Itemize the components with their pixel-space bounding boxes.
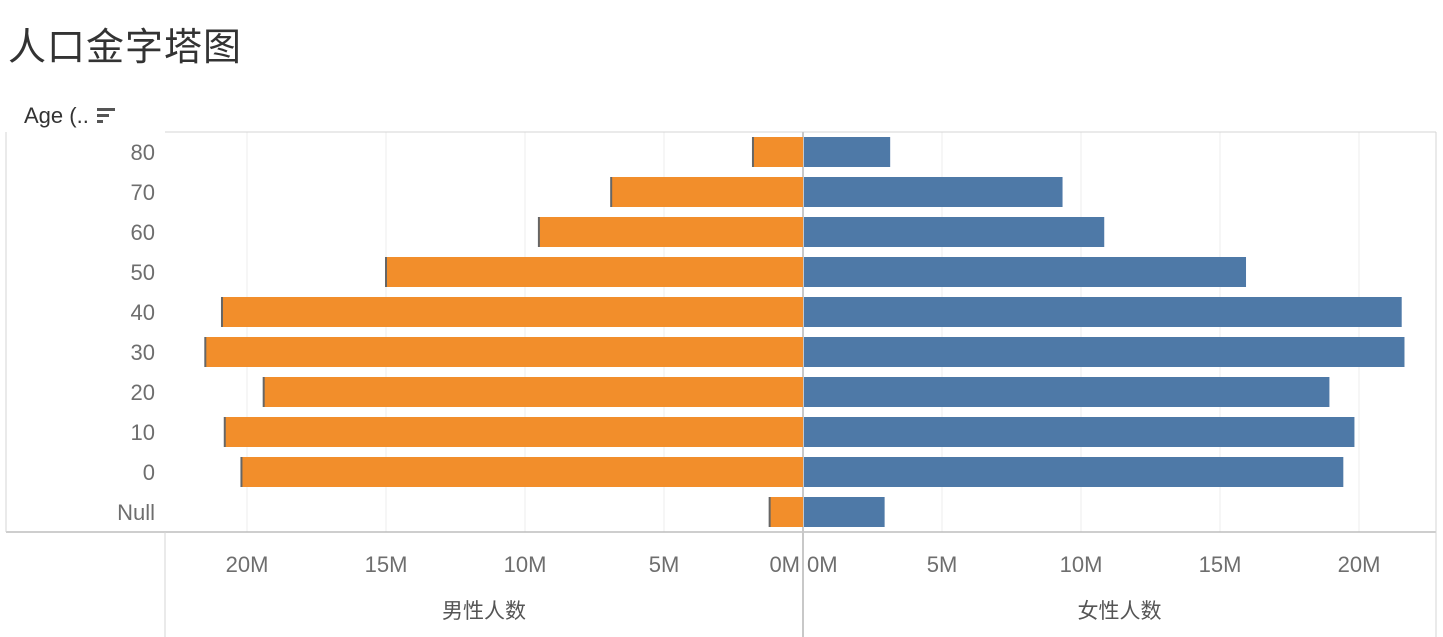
female-bar [804, 257, 1247, 287]
female-bar [804, 337, 1405, 367]
y-tick-label: 70 [131, 180, 155, 205]
female-bar [804, 377, 1330, 407]
male-bar-edge [220, 297, 223, 327]
x-tick-label: 5M [927, 552, 958, 577]
y-tick-label: 20 [131, 380, 155, 405]
x-tick-label: 5M [649, 552, 680, 577]
x-tick-label: 15M [365, 552, 408, 577]
x-tick-label: 0M [769, 552, 800, 577]
male-bar [538, 217, 803, 247]
bars [204, 137, 1405, 527]
male-bar [769, 497, 803, 527]
male-bar [221, 297, 804, 327]
male-bar [224, 417, 803, 447]
male-bar [241, 457, 803, 487]
male-bar-edge [768, 497, 771, 527]
y-tick-label: 10 [131, 420, 155, 445]
row-header-label: Age (.. [24, 103, 89, 128]
female-bar [804, 297, 1402, 327]
left-axis-title: 男性人数 [442, 599, 526, 623]
y-tick-label: 40 [131, 300, 155, 325]
y-axis-labels: 80 70 60 50 40 30 20 10 0 Null [117, 140, 155, 525]
male-bar-edge [240, 457, 243, 487]
male-bar-edge [223, 417, 226, 447]
male-bar-edge [537, 217, 540, 247]
male-bar [752, 137, 803, 167]
x-axis-ticks: 0M 0M 5M 5M 10M 10M 15M 15M 20M 20M [226, 552, 1381, 577]
right-axis-title: 女性人数 [1078, 599, 1162, 623]
y-tick-label: 60 [131, 220, 155, 245]
y-tick-label: 30 [131, 340, 155, 365]
male-bar [263, 377, 803, 407]
male-bar-edge [262, 377, 265, 407]
male-bar [205, 337, 804, 367]
y-tick-label: 80 [131, 140, 155, 165]
x-tick-label: 0M [807, 552, 838, 577]
page-title: 人口金字塔图 [8, 25, 243, 69]
female-bar [804, 137, 891, 167]
sort-descending-icon[interactable] [96, 106, 117, 126]
male-bar-edge [610, 177, 613, 207]
x-tick-label: 10M [504, 552, 547, 577]
x-tick-label: 20M [226, 552, 269, 577]
y-tick-label: Null [117, 500, 155, 525]
row-header[interactable]: Age (.. [24, 103, 117, 129]
male-bar [611, 177, 803, 207]
male-bar-edge [385, 257, 387, 287]
x-tick-label: 20M [1338, 552, 1381, 577]
male-bar-edge [204, 337, 207, 367]
male-bar-edge [751, 137, 754, 167]
female-bar [804, 417, 1355, 447]
y-tick-label: 0 [143, 460, 155, 485]
female-bar [804, 217, 1105, 247]
y-tick-label: 50 [131, 260, 155, 285]
x-tick-label: 15M [1199, 552, 1242, 577]
x-tick-label: 10M [1060, 552, 1103, 577]
female-bar [804, 177, 1063, 207]
male-bar [386, 257, 803, 287]
female-bar [804, 457, 1344, 487]
female-bar [804, 497, 885, 527]
